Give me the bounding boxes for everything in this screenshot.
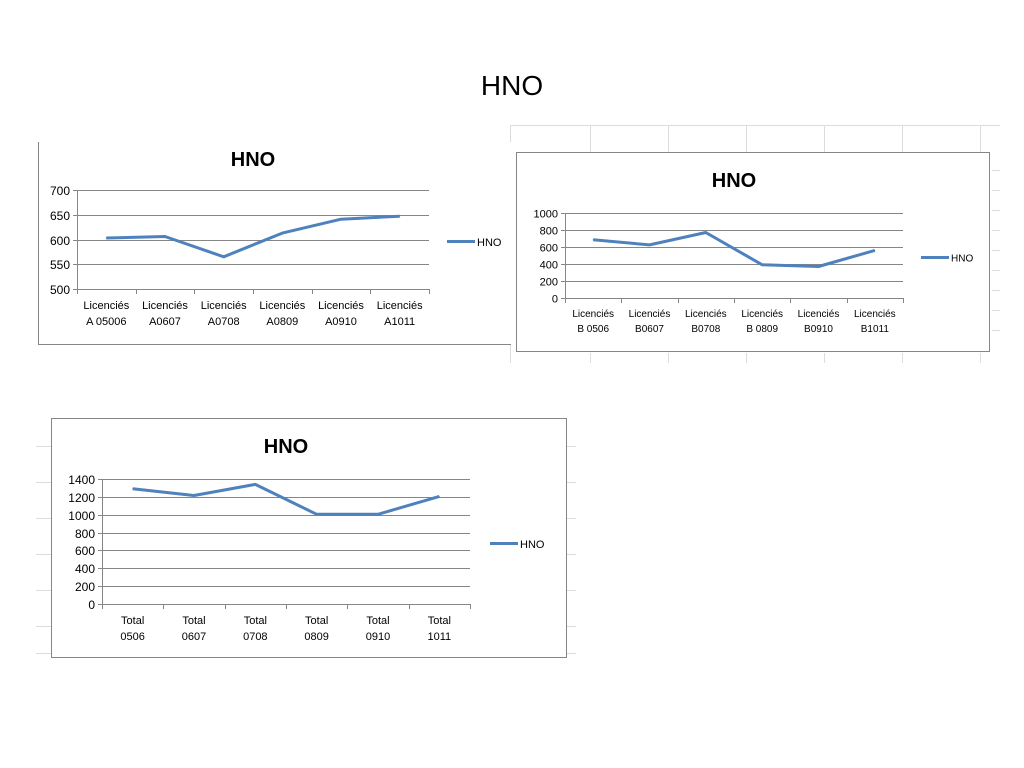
data-point (438, 495, 440, 497)
y-tick-label: 0 (552, 293, 558, 305)
x-category-label: A 05006 (86, 316, 126, 328)
y-tick-label: 700 (50, 184, 70, 198)
data-point (164, 236, 166, 237)
series-line-hno (132, 482, 440, 516)
chart-title: HNO (712, 170, 756, 192)
data-point (193, 495, 195, 496)
x-category-label: Total (182, 615, 205, 627)
chart-licencies-a: HNO 500 550 600 650 700 Licenciés A 05006 Licenc… (38, 142, 511, 345)
data-point (281, 232, 283, 234)
x-category-label: 0708 (243, 631, 267, 643)
data-point (340, 218, 342, 220)
chart-total: HNO 0 200 400 600 800 1000 1200 1400 Total 0506 Tot… (51, 418, 567, 658)
x-category-label: Licenciés (83, 300, 129, 312)
y-tick-label: 650 (50, 209, 70, 223)
data-point (592, 239, 594, 241)
slide-title: HNO (480, 70, 544, 101)
x-category-label: B1011 (861, 324, 890, 335)
spreadsheet-grid-bottom-left (36, 446, 576, 654)
x-category-label: Licenciés (854, 309, 896, 320)
x-category-label: B 0506 (577, 324, 609, 335)
data-point (818, 266, 819, 267)
y-tick-label: 1200 (68, 491, 95, 505)
chart-licencies-b-plot: HNO 0 200 400 600 800 1000 Licenciés B 0506 Licen… (534, 170, 974, 335)
data-point (874, 249, 876, 251)
x-category-label: 0607 (182, 631, 206, 643)
legend-label: HNO (951, 253, 973, 264)
x-category-label: Total (121, 615, 144, 627)
x-category-label: Licenciés (741, 309, 783, 320)
data-point (223, 256, 225, 258)
x-category-label: Licenciés (572, 309, 614, 320)
data-point (105, 237, 107, 239)
x-category-label: A1011 (384, 316, 415, 328)
y-tick-label: 550 (50, 258, 70, 272)
legend-label: HNO (477, 237, 502, 249)
x-category-label: 0506 (120, 631, 144, 643)
x-category-label: A0708 (208, 316, 240, 328)
x-category-label: Licenciés (318, 300, 364, 312)
x-category-label: Total (428, 615, 451, 627)
y-tick-label: 800 (75, 527, 95, 541)
x-category-label: Total (244, 615, 267, 627)
x-category-label: Licenciés (629, 309, 671, 320)
legend-label: HNO (520, 539, 545, 551)
x-category-label: A0809 (266, 316, 298, 328)
y-tick-label: 500 (50, 283, 70, 297)
x-category-label: Licenciés (201, 300, 247, 312)
y-tick-label: 800 (540, 225, 558, 237)
x-category-label: Licenciés (377, 300, 423, 312)
chart-total-plot: HNO 0 200 400 600 800 1000 1200 1400 Total 0506 Tot… (68, 436, 545, 643)
chart-licencies-a-plot: HNO 500 550 600 650 700 Licenciés A 05006 Licenc… (50, 149, 502, 328)
x-category-label: Licenciés (798, 309, 840, 320)
series-line-hno (106, 214, 400, 259)
x-category-label: 0809 (304, 631, 328, 643)
x-category-label: 1011 (428, 631, 452, 643)
x-category-label: Total (305, 615, 328, 627)
x-category-label: B0607 (635, 324, 664, 335)
x-category-label: Total (366, 615, 389, 627)
x-category-label: 0910 (366, 631, 390, 643)
y-tick-label: 200 (75, 580, 95, 594)
data-point (254, 483, 256, 485)
chart-title: HNO (231, 149, 275, 171)
y-tick-label: 600 (50, 234, 70, 248)
x-category-label: B 0809 (746, 324, 778, 335)
x-category-label: A0607 (149, 316, 181, 328)
data-point (377, 513, 379, 515)
x-category-label: B0708 (691, 324, 720, 335)
data-point (316, 513, 318, 515)
data-point (705, 232, 707, 233)
series-line-hno (593, 231, 876, 268)
x-category-label: B0910 (804, 324, 833, 335)
y-tick-label: 400 (540, 259, 558, 271)
y-tick-label: 1400 (68, 473, 95, 487)
chart-licencies-b: HNO 0 200 400 600 800 1000 Licenciés B 0506 Licen… (516, 152, 990, 352)
y-tick-label: 600 (75, 544, 95, 558)
data-point (132, 488, 134, 490)
data-point (761, 264, 763, 266)
data-point (649, 244, 650, 246)
y-tick-label: 200 (540, 276, 558, 288)
chart-title: HNO (264, 436, 308, 458)
y-tick-label: 0 (88, 598, 95, 612)
y-tick-label: 1000 (534, 208, 558, 220)
y-tick-label: 1000 (68, 509, 95, 523)
x-category-label: Licenciés (142, 300, 188, 312)
x-category-label: Licenciés (685, 309, 727, 320)
x-category-label: A0910 (325, 316, 357, 328)
data-point (399, 215, 401, 217)
y-tick-label: 400 (75, 562, 95, 576)
x-category-label: Licenciés (259, 300, 305, 312)
y-tick-label: 600 (540, 242, 558, 254)
